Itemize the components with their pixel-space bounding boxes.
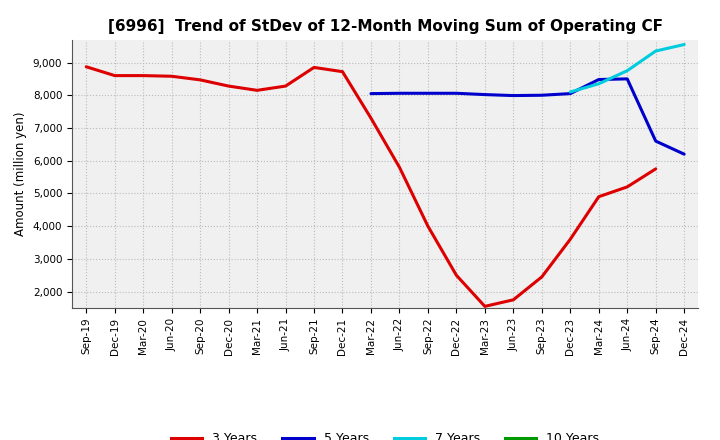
5 Years — [366, 91, 375, 96]
Legend: 3 Years, 5 Years, 7 Years, 10 Years: 3 Years, 5 Years, 7 Years, 10 Years — [166, 427, 604, 440]
3 Years — [338, 69, 347, 74]
5 Years — [595, 77, 603, 82]
Line: 5 Years: 5 Years — [371, 79, 684, 154]
5 Years — [423, 91, 432, 96]
7 Years — [595, 81, 603, 86]
3 Years — [452, 273, 461, 278]
7 Years — [652, 48, 660, 54]
3 Years — [167, 73, 176, 79]
3 Years — [652, 166, 660, 172]
Line: 3 Years: 3 Years — [86, 67, 656, 306]
3 Years — [480, 304, 489, 309]
7 Years — [623, 68, 631, 73]
3 Years — [139, 73, 148, 78]
3 Years — [566, 237, 575, 242]
5 Years — [509, 93, 518, 98]
5 Years — [395, 91, 404, 96]
3 Years — [366, 116, 375, 121]
3 Years — [282, 84, 290, 89]
7 Years — [566, 89, 575, 95]
5 Years — [680, 151, 688, 157]
3 Years — [537, 274, 546, 279]
5 Years — [566, 91, 575, 96]
3 Years — [253, 88, 261, 93]
Y-axis label: Amount (million yen): Amount (million yen) — [14, 112, 27, 236]
3 Years — [395, 165, 404, 170]
5 Years — [452, 91, 461, 96]
5 Years — [537, 92, 546, 98]
3 Years — [110, 73, 119, 78]
3 Years — [509, 297, 518, 302]
5 Years — [652, 139, 660, 144]
5 Years — [480, 92, 489, 97]
3 Years — [623, 184, 631, 190]
Line: 7 Years: 7 Years — [570, 44, 684, 92]
3 Years — [595, 194, 603, 199]
3 Years — [82, 64, 91, 70]
Title: [6996]  Trend of StDev of 12-Month Moving Sum of Operating CF: [6996] Trend of StDev of 12-Month Moving… — [108, 19, 662, 34]
3 Years — [225, 84, 233, 89]
7 Years — [680, 42, 688, 47]
5 Years — [623, 76, 631, 81]
3 Years — [196, 77, 204, 83]
3 Years — [423, 224, 432, 229]
3 Years — [310, 65, 318, 70]
